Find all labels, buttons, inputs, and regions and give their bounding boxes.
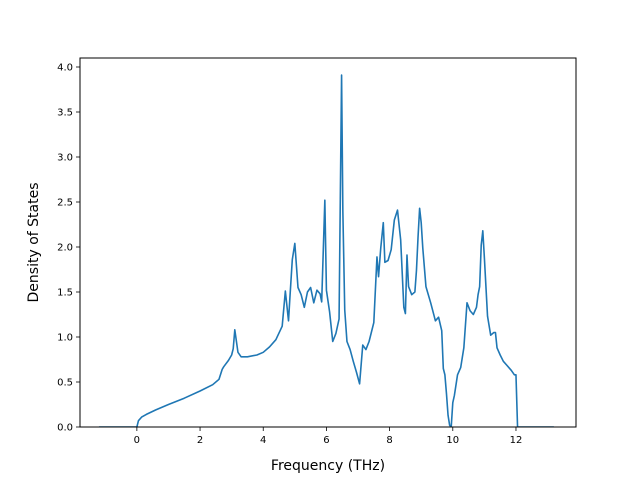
x-axis-ticks: 0 2 4 6 8 10 12 xyxy=(134,427,523,446)
x-tick-label: 8 xyxy=(386,435,392,446)
y-tick-label: 1.5 xyxy=(57,288,73,299)
x-tick-label: 12 xyxy=(510,435,523,446)
y-tick-label: 3.0 xyxy=(57,153,73,164)
y-axis-label: Density of States xyxy=(26,183,42,303)
x-tick-label: 0 xyxy=(134,435,140,446)
y-tick-label: 1.0 xyxy=(57,333,73,344)
y-tick-label: 2.0 xyxy=(57,243,73,254)
x-tick-label: 2 xyxy=(197,435,203,446)
y-tick-label: 0.0 xyxy=(57,423,73,434)
x-tick-label: 10 xyxy=(446,435,459,446)
axes-frame xyxy=(79,57,577,428)
y-tick-label: 3.5 xyxy=(57,108,73,119)
dos-series-line xyxy=(98,74,554,427)
x-tick-label: 6 xyxy=(323,435,329,446)
y-tick-label: 2.5 xyxy=(57,198,73,209)
y-tick-label: 0.5 xyxy=(57,378,73,389)
x-tick-label: 4 xyxy=(260,435,266,446)
y-axis-ticks: 0.0 0.5 1.0 1.5 2.0 2.5 3.0 3.5 4.0 xyxy=(57,63,80,434)
plot-area xyxy=(98,74,554,427)
y-tick-label: 4.0 xyxy=(57,63,73,74)
x-axis-label: Frequency (THz) xyxy=(271,458,385,474)
